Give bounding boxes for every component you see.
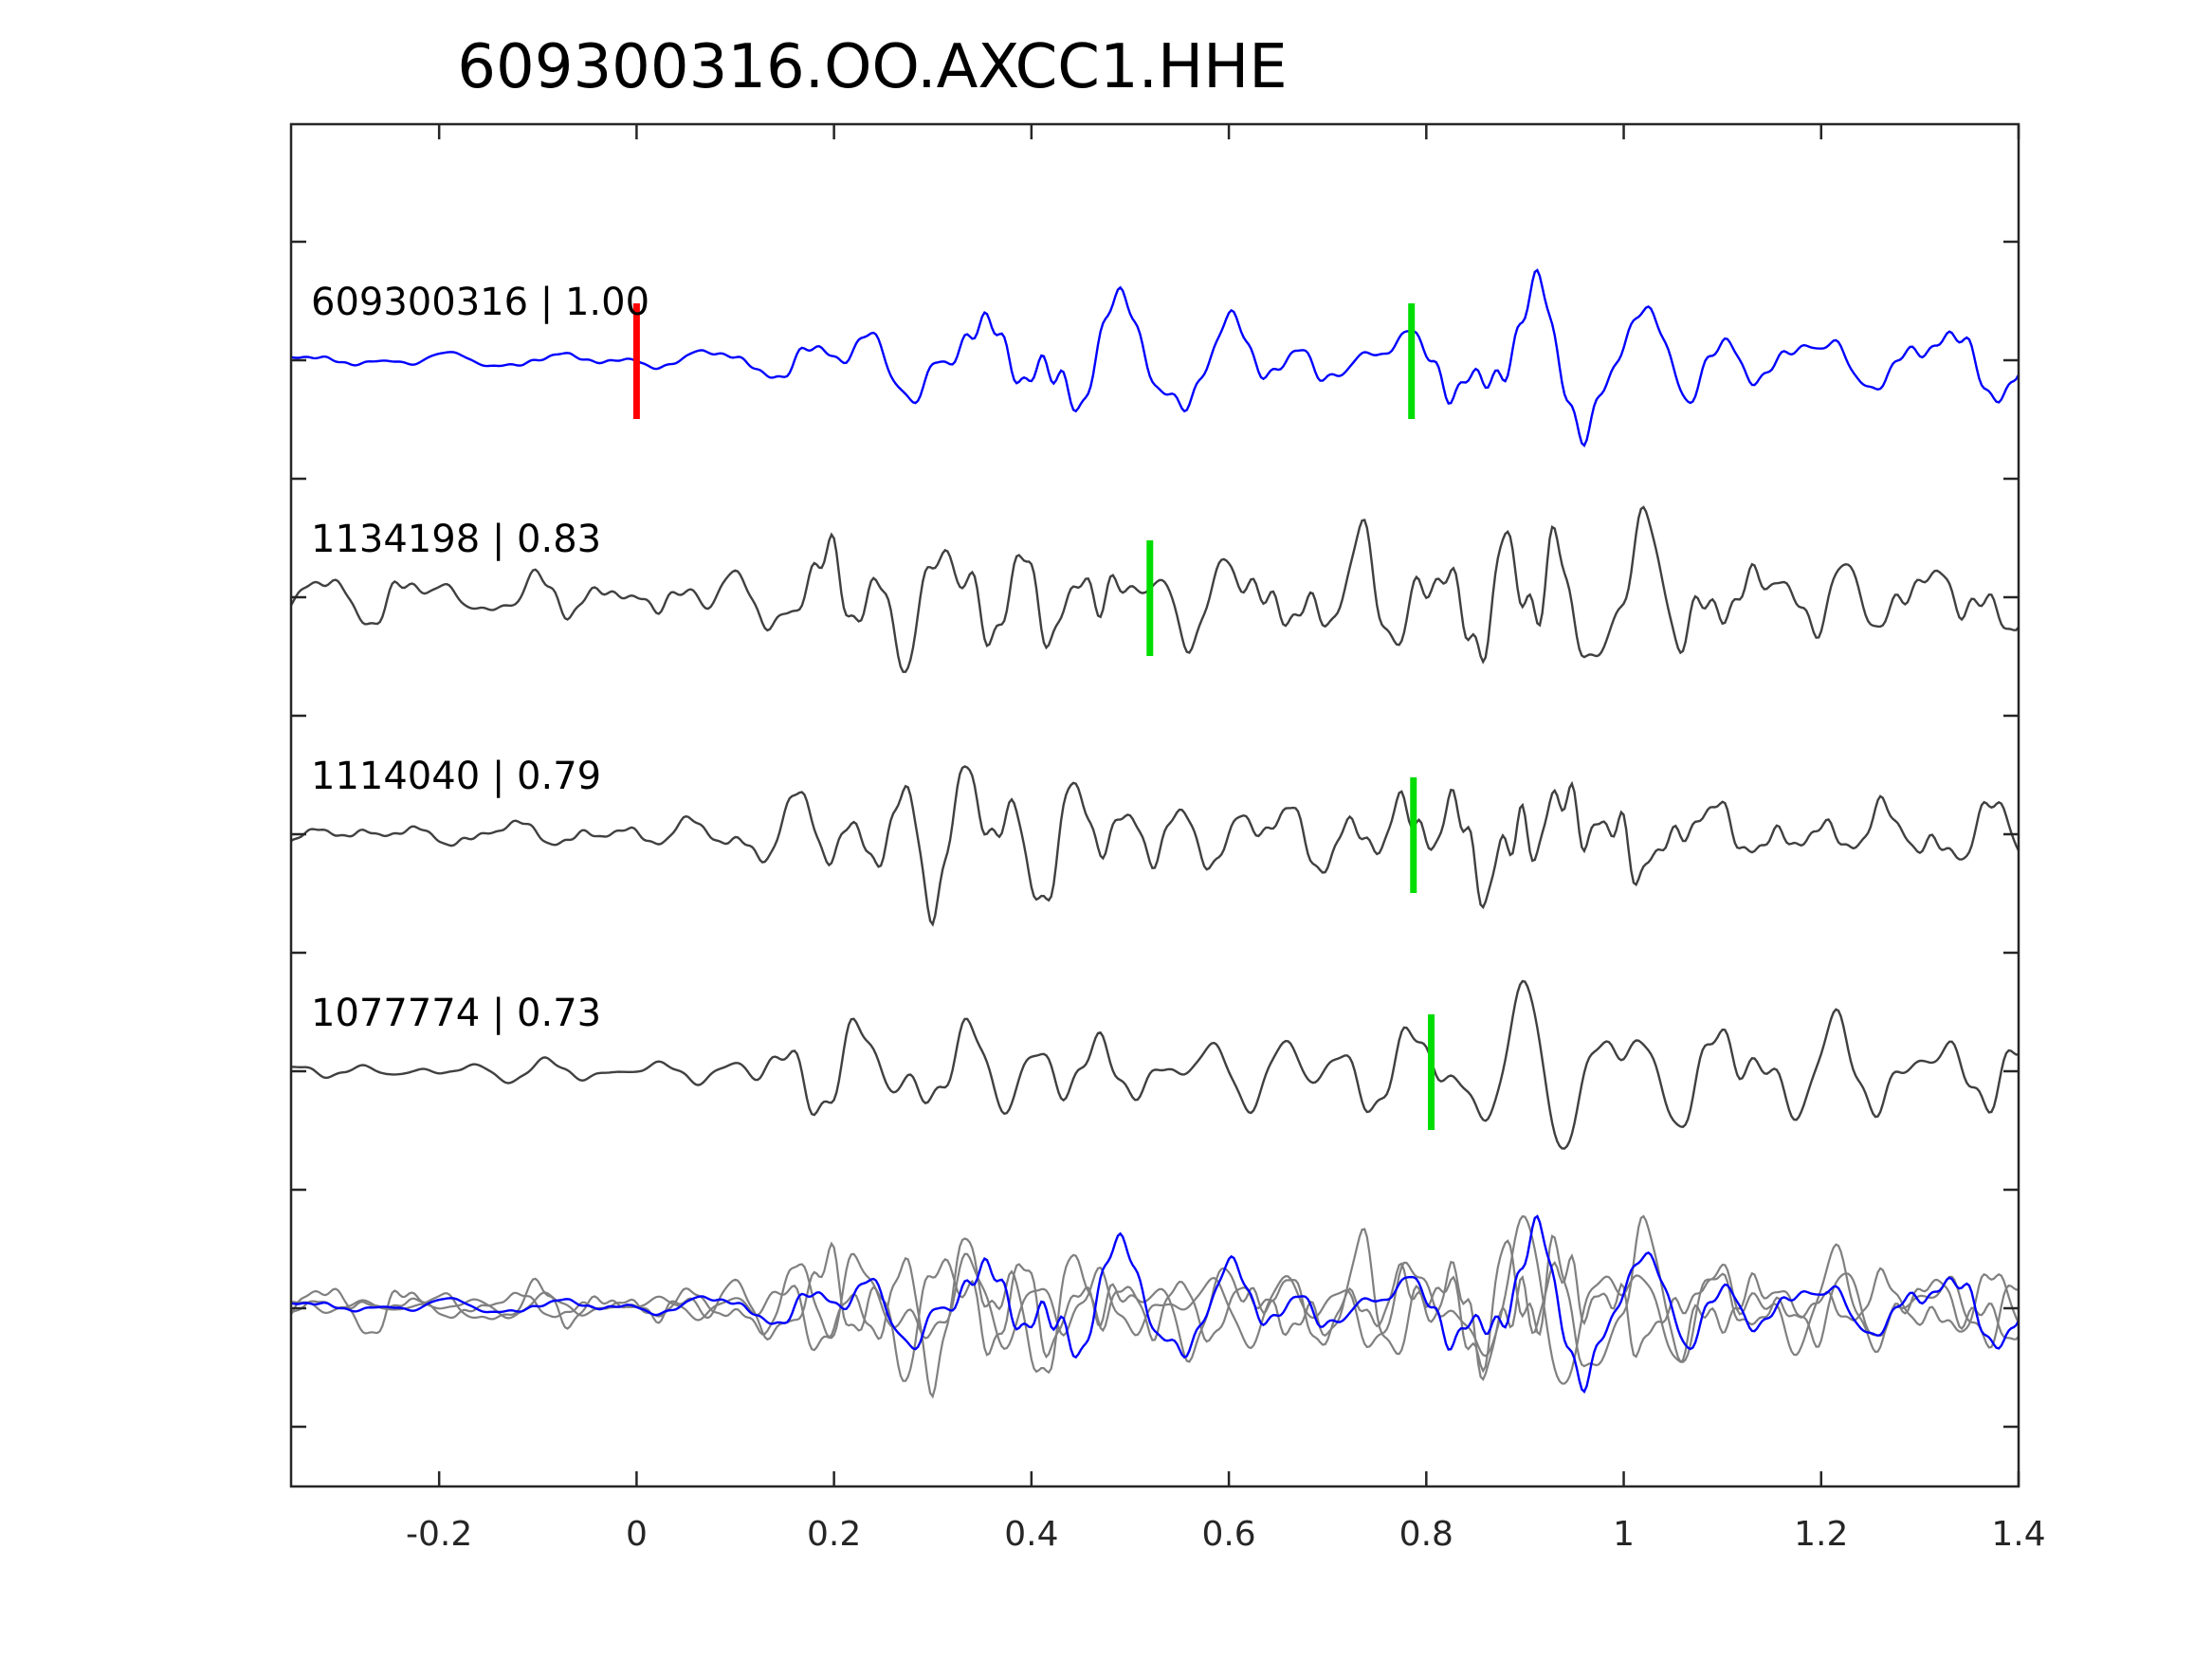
x-tick-label: 1.4 (1991, 1515, 2045, 1554)
x-tick-label: 1 (1613, 1515, 1635, 1554)
axes-frame (289, 122, 2020, 1488)
overlay-trace-609300316 (290, 1214, 2020, 1395)
axis-ticks: -0.2 0 0.2 0.4 0.6 0.8 1 1.2 1.4 (291, 124, 2046, 1554)
overlay-trace-1077774 (291, 1214, 2020, 1385)
x-tick-label: -0.2 (406, 1515, 472, 1554)
trace-label-1077774: 1077774 | 0.73 (311, 992, 601, 1035)
x-tick-label: 0 (626, 1515, 648, 1554)
x-tick-label: 0.4 (1004, 1515, 1058, 1554)
x-tick-label: 0.6 (1201, 1515, 1255, 1554)
trace-label-1114040: 1114040 | 0.79 (311, 755, 601, 798)
x-tick-label: 0.2 (807, 1515, 861, 1554)
chart-title: 609300316.OO.AXCC1.HHE (457, 32, 1287, 102)
x-tick-label: 1.2 (1794, 1515, 1848, 1554)
trace-1077774 (291, 979, 2020, 1150)
plot-area: 609300316 | 1.00 1134198 | 0.83 1114040 | … (289, 268, 2020, 1399)
x-tick-label: 0.8 (1399, 1515, 1453, 1554)
trace-label-609300316: 609300316 | 1.00 (311, 281, 649, 324)
trace-label-1134198: 1134198 | 0.83 (311, 518, 601, 561)
trace-609300316 (290, 268, 2020, 448)
trace-1134198 (289, 505, 2020, 673)
trace-1114040 (290, 765, 2020, 927)
